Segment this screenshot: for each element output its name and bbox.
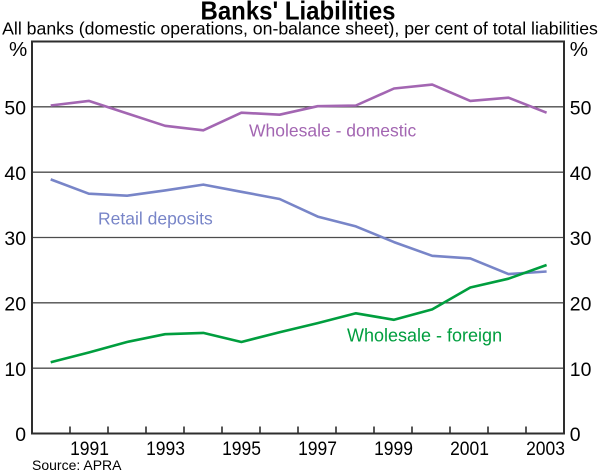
svg-text:Retail deposits: Retail deposits — [98, 209, 213, 229]
svg-text:30: 30 — [570, 228, 592, 250]
svg-text:Source: APRA: Source: APRA — [32, 457, 122, 471]
svg-text:All banks (domestic operations: All banks (domestic operations, on-balan… — [2, 19, 598, 39]
svg-text:30: 30 — [4, 228, 26, 250]
svg-text:1999: 1999 — [374, 437, 413, 459]
svg-text:%: % — [9, 38, 27, 61]
svg-text:10: 10 — [570, 359, 592, 381]
svg-text:20: 20 — [4, 294, 26, 316]
svg-text:%: % — [570, 38, 588, 61]
svg-text:50: 50 — [4, 98, 26, 120]
svg-text:1991: 1991 — [70, 437, 109, 459]
svg-text:1995: 1995 — [222, 437, 261, 459]
svg-text:10: 10 — [4, 359, 26, 381]
svg-text:Banks' Liabilities: Banks' Liabilities — [200, 0, 395, 26]
svg-text:40: 40 — [570, 163, 592, 185]
svg-text:2003: 2003 — [526, 437, 565, 459]
svg-text:0: 0 — [15, 424, 26, 446]
svg-text:Wholesale - domestic: Wholesale - domestic — [249, 120, 417, 140]
svg-text:40: 40 — [4, 163, 26, 185]
svg-text:20: 20 — [570, 294, 592, 316]
svg-text:1997: 1997 — [298, 437, 337, 459]
svg-text:Wholesale - foreign: Wholesale - foreign — [347, 326, 502, 346]
svg-text:2001: 2001 — [450, 437, 489, 459]
svg-text:1993: 1993 — [146, 437, 185, 459]
svg-text:0: 0 — [570, 424, 581, 446]
svg-text:50: 50 — [570, 98, 592, 120]
